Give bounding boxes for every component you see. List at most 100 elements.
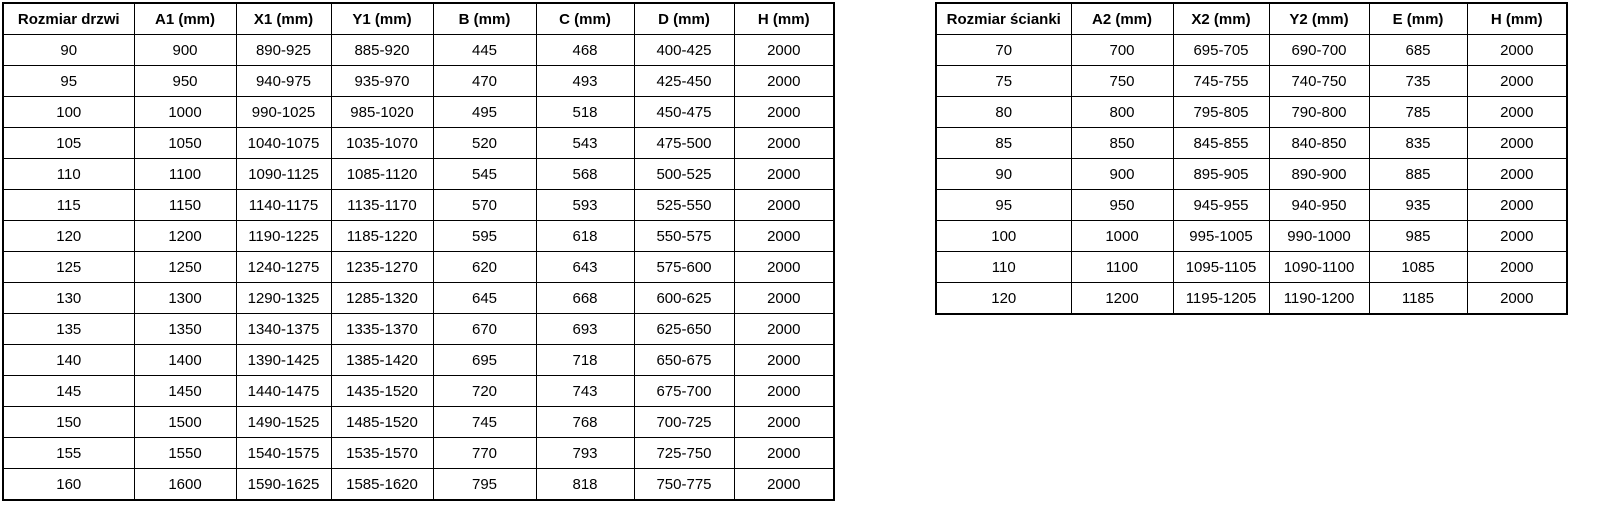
table-cell: 700: [1070, 34, 1174, 66]
table-cell: 2000: [733, 65, 835, 97]
table-cell: 2000: [733, 406, 835, 438]
table-cell: 670: [432, 313, 537, 345]
table-cell: 990-1025: [235, 96, 332, 128]
table-cell: 2000: [1466, 251, 1568, 283]
table-cell: 120: [935, 282, 1072, 315]
table-cell: 950: [133, 65, 237, 97]
table-cell: 2000: [733, 189, 835, 221]
table-row: 100 1000 990-1025 985-1020 495 518 450-475 2000: [2, 96, 835, 128]
table-cell: 1250: [133, 251, 237, 283]
table-cell: 1085-1120: [330, 158, 434, 190]
table-cell: 1050: [133, 127, 237, 159]
column-header: Y1 (mm): [330, 2, 434, 35]
table-row: 110 1100 1090-1125 1085-1120 545 568 500-525 20…: [2, 158, 835, 190]
table-cell: 1040-1075: [235, 127, 332, 159]
table-cell: 643: [535, 251, 635, 283]
table-cell: 120: [2, 220, 135, 252]
table-cell: 1000: [133, 96, 237, 128]
table-cell: 470: [432, 65, 537, 97]
table-cell: 125: [2, 251, 135, 283]
table-cell: 940-950: [1268, 189, 1370, 221]
table-cell: 140: [2, 344, 135, 376]
table-row: 95 950 940-975 935-970 470 493 425-450 2000: [2, 65, 835, 97]
table-cell: 2000: [733, 282, 835, 314]
table-cell: 2000: [733, 344, 835, 376]
table-cell: 70: [935, 34, 1072, 66]
column-header: Y2 (mm): [1268, 2, 1370, 35]
table-row: 125 1250 1240-1275 1235-1270 620 643 575-600 20…: [2, 251, 835, 283]
column-header: H (mm): [733, 2, 835, 35]
table-cell: 835: [1368, 127, 1468, 159]
table-row: 160 1600 1590-1625 1585-1620 795 818 750-775 20…: [2, 468, 835, 501]
table-cell: 935-970: [330, 65, 434, 97]
table-cell: 160: [2, 468, 135, 501]
table-cell: 80: [935, 96, 1072, 128]
table-cell: 885-920: [330, 34, 434, 66]
table-cell: 800: [1070, 96, 1174, 128]
table-cell: 1200: [133, 220, 237, 252]
table-cell: 1100: [133, 158, 237, 190]
door-table-header-row: Rozmiar drzwi A1 (mm) X1 (mm) Y1 (mm) B (mm)…: [2, 2, 835, 35]
table-cell: 700-725: [633, 406, 735, 438]
table-cell: 793: [535, 437, 635, 469]
table-cell: 1235-1270: [330, 251, 434, 283]
table-cell: 1240-1275: [235, 251, 332, 283]
table-cell: 645: [432, 282, 537, 314]
table-cell: 1290-1325: [235, 282, 332, 314]
table-cell: 1590-1625: [235, 468, 332, 501]
table-cell: 885: [1368, 158, 1468, 190]
table-cell: 570: [432, 189, 537, 221]
table-cell: 2000: [733, 313, 835, 345]
table-cell: 425-450: [633, 65, 735, 97]
table-cell: 95: [935, 189, 1072, 221]
table-cell: 818: [535, 468, 635, 501]
table-cell: 1035-1070: [330, 127, 434, 159]
table-cell: 475-500: [633, 127, 735, 159]
column-header: Rozmiar drzwi: [2, 2, 135, 35]
table-cell: 1485-1520: [330, 406, 434, 438]
table-row: 130 1300 1290-1325 1285-1320 645 668 600-625 20…: [2, 282, 835, 314]
table-cell: 890-900: [1268, 158, 1370, 190]
table-cell: 445: [432, 34, 537, 66]
table-cell: 945-955: [1172, 189, 1270, 221]
table-cell: 95: [2, 65, 135, 97]
table-row: 100 1000 995-1005 990-1000 985 2000: [935, 220, 1568, 252]
table-row: 150 1500 1490-1525 1485-1520 745 768 700-725 20…: [2, 406, 835, 438]
table-cell: 1090-1100: [1268, 251, 1370, 283]
column-header: A2 (mm): [1070, 2, 1174, 35]
table-cell: 1150: [133, 189, 237, 221]
table-cell: 840-850: [1268, 127, 1370, 159]
table-cell: 105: [2, 127, 135, 159]
table-cell: 985-1020: [330, 96, 434, 128]
table-cell: 950: [1070, 189, 1174, 221]
table-cell: 495: [432, 96, 537, 128]
table-cell: 720: [432, 375, 537, 407]
table-cell: 620: [432, 251, 537, 283]
table-cell: 568: [535, 158, 635, 190]
table-cell: 695-705: [1172, 34, 1270, 66]
table-cell: 750-775: [633, 468, 735, 501]
table-row: 120 1200 1190-1225 1185-1220 595 618 550-575 20…: [2, 220, 835, 252]
table-cell: 1190-1225: [235, 220, 332, 252]
table-row: 75 750 745-755 740-750 735 2000: [935, 65, 1568, 97]
table-cell: 890-925: [235, 34, 332, 66]
table-cell: 1195-1205: [1172, 282, 1270, 315]
table-cell: 2000: [733, 127, 835, 159]
table-cell: 600-625: [633, 282, 735, 314]
table-cell: 2000: [733, 158, 835, 190]
table-cell: 2000: [733, 96, 835, 128]
table-cell: 625-650: [633, 313, 735, 345]
table-row: 120 1200 1195-1205 1190-1200 1185 2000: [935, 282, 1568, 315]
table-cell: 110: [2, 158, 135, 190]
table-cell: 100: [935, 220, 1072, 252]
table-cell: 1540-1575: [235, 437, 332, 469]
table-cell: 1550: [133, 437, 237, 469]
table-cell: 2000: [733, 34, 835, 66]
table-cell: 1100: [1070, 251, 1174, 283]
table-cell: 2000: [1466, 96, 1568, 128]
table-cell: 1450: [133, 375, 237, 407]
table-row: 90 900 895-905 890-900 885 2000: [935, 158, 1568, 190]
table-cell: 1095-1105: [1172, 251, 1270, 283]
wall-table-header-row: Rozmiar ścianki A2 (mm) X2 (mm) Y2 (mm) E (m…: [935, 2, 1568, 35]
table-cell: 1335-1370: [330, 313, 434, 345]
